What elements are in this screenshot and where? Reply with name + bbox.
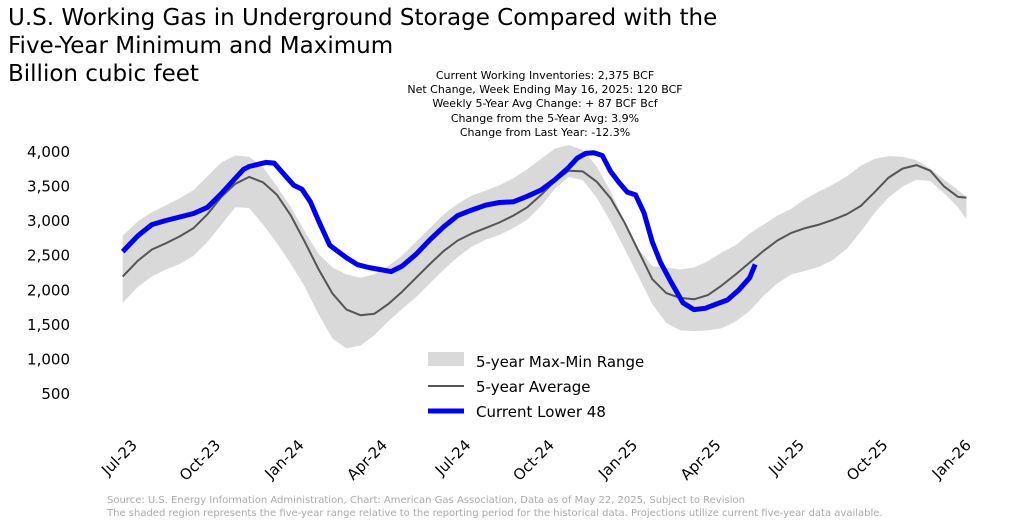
x-tick-label: Jul-24 — [431, 436, 475, 480]
y-tick-label: 3,500 — [27, 178, 70, 196]
title-line-1: U.S. Working Gas in Underground Storage … — [8, 5, 718, 31]
y-tick-label: 1,500 — [27, 316, 70, 334]
y-tick-label: 2,500 — [27, 247, 70, 265]
x-tick-label: Apr-24 — [343, 436, 391, 484]
y-tick-label: 4,000 — [27, 143, 70, 161]
legend-swatch-range — [428, 352, 464, 366]
legend-label-range: 5-year Max-Min Range — [476, 353, 644, 371]
x-tick-label: Oct-25 — [843, 436, 891, 484]
legend-label-current: Current Lower 48 — [476, 403, 606, 421]
current-lower48-line — [120, 150, 758, 313]
x-tick-label: Jan-24 — [261, 436, 308, 483]
legend-label-average: 5-year Average — [476, 378, 591, 396]
range-band-layer — [122, 145, 967, 349]
y-tick-label: 1,000 — [27, 350, 70, 368]
stat-current-inventory: Current Working Inventories: 2,375 BCF — [435, 69, 655, 82]
x-tick-label: Oct-23 — [176, 436, 224, 484]
x-axis-ticks: Jul-23 Oct-23 Jan-24 Apr-24 Jul-24 Oct-24 Jan-… — [97, 436, 975, 484]
x-tick-label: Jan-26 — [928, 436, 975, 483]
x-tick-label: Oct-24 — [509, 436, 557, 484]
chart-title: U.S. Working Gas in Underground Storage … — [8, 4, 717, 88]
legend: 5-year Max-Min Range 5-year Average Curr… — [428, 352, 644, 421]
stat-weekly-avg-change: Weekly 5-Year Avg Change: + 87 BCF Bcf — [432, 97, 658, 111]
inventory-stats-box: Current Working Inventories: 2,375 BCF N… — [345, 69, 745, 140]
title-line-2: Five-Year Minimum and Maximum — [8, 33, 394, 59]
y-tick-label: 3,000 — [27, 212, 70, 230]
x-tick-label: Jul-25 — [764, 436, 808, 480]
stat-net-change: Net Change, Week Ending May 16, 2025: 12… — [407, 83, 683, 97]
footer-note: The shaded region represents the five-ye… — [107, 508, 883, 519]
footer-source: Source: U.S. Energy Information Administ… — [107, 495, 745, 506]
y-tick-label: 500 — [41, 385, 70, 403]
x-tick-label: Jul-23 — [97, 436, 141, 480]
range-band — [122, 145, 967, 349]
stat-change-vs-last-year: Change from Last Year: -12.3% — [459, 125, 631, 139]
title-line-3: Billion cubic feet — [8, 61, 199, 87]
x-tick-label: Apr-25 — [677, 436, 725, 484]
series-lines-layer — [120, 150, 967, 317]
y-tick-label: 2,000 — [27, 281, 70, 299]
y-axis-ticks: 500 1,000 1,500 2,000 2,500 3,000 3,500 4,000 — [27, 143, 70, 403]
stat-change-vs-avg: Change from the 5-Year Avg: 3.9% — [450, 111, 640, 125]
footer-notes: Source: U.S. Energy Information Administ… — [107, 494, 883, 520]
x-tick-label: Jan-25 — [594, 436, 641, 483]
